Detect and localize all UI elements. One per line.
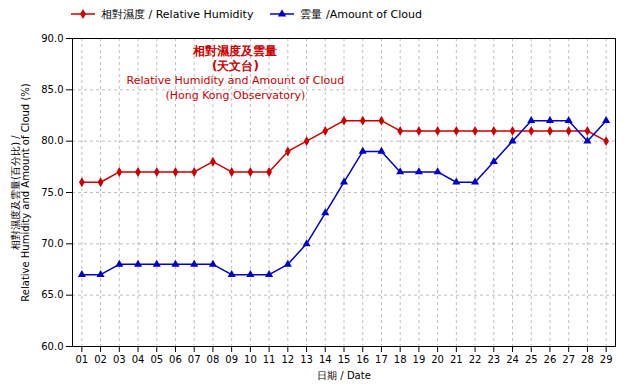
svg-text:27: 27 bbox=[562, 354, 575, 365]
svg-text:日期 / Date: 日期 / Date bbox=[317, 370, 371, 381]
svg-text:24: 24 bbox=[506, 354, 519, 365]
svg-text:(Hong Kong Observatory): (Hong Kong Observatory) bbox=[165, 89, 305, 102]
svg-text:23: 23 bbox=[487, 354, 500, 365]
html-text:雲量 /Amount of Cloud: 雲量 /Amount of Cloud bbox=[300, 7, 422, 21]
svg-text:13: 13 bbox=[300, 354, 313, 365]
svg-text:16: 16 bbox=[356, 354, 369, 365]
svg-text:04: 04 bbox=[132, 354, 145, 365]
svg-text:02: 02 bbox=[94, 354, 107, 365]
svg-text:20: 20 bbox=[431, 354, 444, 365]
svg-text:85.0: 85.0 bbox=[41, 84, 63, 95]
svg-text:11: 11 bbox=[263, 354, 276, 365]
svg-text:29: 29 bbox=[600, 354, 613, 365]
svg-text:28: 28 bbox=[581, 354, 594, 365]
svg-text:25: 25 bbox=[525, 354, 538, 365]
svg-text:07: 07 bbox=[188, 354, 201, 365]
svg-text:10: 10 bbox=[244, 354, 257, 365]
svg-text:06: 06 bbox=[169, 354, 182, 365]
svg-text:18: 18 bbox=[394, 354, 407, 365]
svg-text:60.0: 60.0 bbox=[41, 341, 63, 352]
svg-text:17: 17 bbox=[375, 354, 388, 365]
html-text:相對濕度 / Relative Humidity: 相對濕度 / Relative Humidity bbox=[101, 7, 254, 21]
svg-text:01: 01 bbox=[75, 354, 88, 365]
svg-text:19: 19 bbox=[413, 354, 426, 365]
svg-text:08: 08 bbox=[207, 354, 220, 365]
svg-text:09: 09 bbox=[225, 354, 238, 365]
svg-text:15: 15 bbox=[338, 354, 351, 365]
svg-text:22: 22 bbox=[469, 354, 482, 365]
svg-text:70.0: 70.0 bbox=[41, 238, 63, 249]
svg-text:(天文台): (天文台) bbox=[212, 59, 259, 73]
svg-text:65.0: 65.0 bbox=[41, 289, 63, 300]
svg-text:26: 26 bbox=[544, 354, 557, 365]
svg-text:14: 14 bbox=[319, 354, 332, 365]
svg-text:Relative Humidity and Amount o: Relative Humidity and Amount of Cloud bbox=[127, 74, 345, 87]
svg-text:80.0: 80.0 bbox=[41, 135, 63, 146]
svg-text:相對濕度及雲量(百分比) /Relative Humidit: 相對濕度及雲量(百分比) /Relative Humidity and Amou… bbox=[10, 83, 31, 301]
svg-text:90.0: 90.0 bbox=[41, 33, 63, 44]
svg-text:12: 12 bbox=[281, 354, 294, 365]
svg-text:相對濕度及雲量: 相對濕度及雲量 bbox=[192, 44, 277, 58]
svg-text:03: 03 bbox=[113, 354, 126, 365]
svg-text:75.0: 75.0 bbox=[41, 187, 63, 198]
svg-text:21: 21 bbox=[450, 354, 463, 365]
svg-text:05: 05 bbox=[150, 354, 163, 365]
